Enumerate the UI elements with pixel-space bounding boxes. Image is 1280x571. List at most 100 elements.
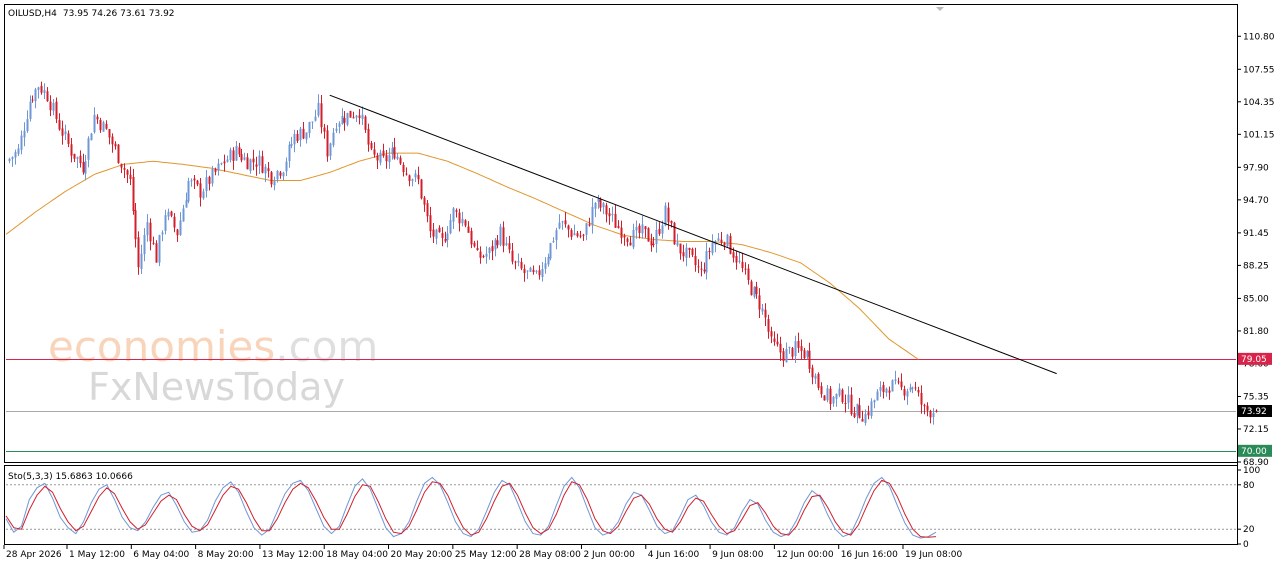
candle-body xyxy=(770,331,773,337)
candle-body xyxy=(911,387,914,389)
candle-body xyxy=(785,349,788,363)
candle-body xyxy=(573,233,576,236)
candle-body xyxy=(644,226,647,230)
candle-body xyxy=(276,170,279,180)
candle-body xyxy=(388,155,391,163)
candle-body xyxy=(464,220,467,226)
candle-body xyxy=(917,390,920,393)
candle-body xyxy=(676,242,679,246)
stochastic-signal-line xyxy=(5,479,937,538)
candle-body xyxy=(249,159,252,171)
stochastic-tick-label: 100 xyxy=(1243,466,1260,476)
level-badge-label-0: 79.05 xyxy=(1241,355,1267,365)
candle-body xyxy=(29,101,32,119)
candle-body xyxy=(411,179,414,181)
candle-body xyxy=(735,256,738,263)
candle-body xyxy=(570,230,573,237)
candle-body xyxy=(220,163,223,165)
candle-body xyxy=(26,119,29,132)
time-tick-label: 13 May 12:00 xyxy=(262,550,324,560)
candle-body xyxy=(549,243,552,259)
candle-body xyxy=(585,223,588,235)
candle-body xyxy=(576,233,579,237)
time-axis[interactable]: 28 Apr 2026 1 May 12:00 6 May 04:00 8 May 2… xyxy=(3,545,962,560)
candle-body xyxy=(888,390,891,393)
candle-body xyxy=(850,394,853,415)
candle-body xyxy=(502,227,505,246)
candle-body xyxy=(594,203,597,209)
candle-body xyxy=(258,155,261,166)
candle-body xyxy=(929,411,932,418)
candle-body xyxy=(396,156,399,159)
candle-body xyxy=(829,388,832,405)
candle-body xyxy=(146,222,149,236)
symbol-label: OILUSD,H4 73.95 74.26 73.61 73.92 xyxy=(8,9,175,19)
candle-body xyxy=(582,234,585,236)
candle-body xyxy=(932,413,935,418)
candle-body xyxy=(414,173,417,178)
candle-body xyxy=(688,247,691,250)
price-tick-label: 91.45 xyxy=(1243,229,1269,239)
price-tick-label: 85.00 xyxy=(1243,294,1269,304)
candle-body xyxy=(23,130,26,138)
time-tick-label: 18 May 04:00 xyxy=(326,550,388,560)
time-tick-label: 28 May 08:00 xyxy=(519,550,581,560)
candle-body xyxy=(879,387,882,391)
price-tick-label: 75.35 xyxy=(1243,392,1269,402)
candle-body xyxy=(408,175,411,181)
candle-body xyxy=(467,226,470,233)
time-tick-label: 9 Jun 08:00 xyxy=(712,550,764,560)
candle-body xyxy=(494,239,497,250)
candle-body xyxy=(679,243,682,254)
candle-body xyxy=(137,237,140,268)
candle-body xyxy=(99,120,102,131)
candle-body xyxy=(758,295,761,310)
candle-body xyxy=(591,206,594,226)
candle-body xyxy=(897,381,900,383)
candle-body xyxy=(358,115,361,118)
candle-body xyxy=(623,236,626,238)
candle-body xyxy=(229,149,232,161)
stochastic-layer xyxy=(5,476,1236,539)
candle-body xyxy=(105,123,108,129)
candle-body xyxy=(196,180,199,185)
candle-body xyxy=(311,121,314,123)
candle-body xyxy=(338,123,341,127)
candle-body xyxy=(61,128,64,136)
candle-body xyxy=(732,252,735,258)
candle-body xyxy=(8,158,11,161)
candle-body xyxy=(182,208,185,222)
candle-body xyxy=(11,157,14,159)
candle-body xyxy=(335,128,338,131)
candle-body xyxy=(791,348,794,357)
time-tick-label: 1 May 12:00 xyxy=(69,550,125,560)
candle-body xyxy=(920,392,923,405)
candle-body xyxy=(520,262,523,269)
candle-body xyxy=(608,213,611,217)
candle-body xyxy=(405,173,408,175)
candle-body xyxy=(526,270,529,272)
candle-body xyxy=(361,114,364,119)
chart-shift-marker[interactable] xyxy=(936,7,944,11)
candle-body xyxy=(817,374,820,388)
candle-body xyxy=(861,419,864,422)
candle-body xyxy=(308,122,311,134)
trendline-layer[interactable] xyxy=(329,94,1057,375)
time-tick-label: 4 Jun 16:00 xyxy=(648,550,700,560)
candle-body xyxy=(111,136,114,145)
candle-body xyxy=(638,225,641,233)
candle-body xyxy=(891,380,894,392)
candle-body xyxy=(373,149,376,155)
candle-body xyxy=(629,242,632,246)
candle-body xyxy=(773,338,776,342)
candle-body xyxy=(179,220,182,235)
candle-body xyxy=(435,229,438,239)
candle-body xyxy=(599,199,602,208)
candle-body xyxy=(173,216,176,228)
price-axis[interactable]: 110.80 107.55 104.35 101.15 97.90 94.70 91.45 8… xyxy=(1237,32,1275,468)
candle-body xyxy=(602,203,605,208)
candle-body xyxy=(341,115,344,124)
candle-body xyxy=(367,128,370,145)
moving-average-line xyxy=(5,152,919,360)
